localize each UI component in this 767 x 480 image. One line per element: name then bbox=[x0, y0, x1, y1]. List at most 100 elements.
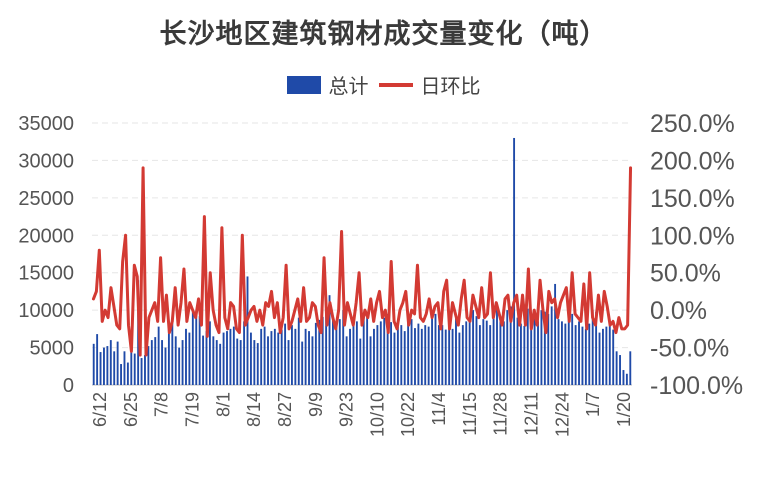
bar-total bbox=[410, 319, 413, 385]
line-dod bbox=[91, 166, 633, 357]
bar-total bbox=[543, 311, 546, 385]
bar-total bbox=[178, 347, 181, 385]
bar-total bbox=[359, 338, 362, 385]
bar-total bbox=[523, 325, 526, 385]
bar-total bbox=[239, 340, 242, 385]
bar-total bbox=[126, 362, 129, 385]
bar-total bbox=[325, 302, 328, 385]
bar-total bbox=[92, 343, 95, 385]
left-tick-label: 35000 bbox=[18, 113, 74, 135]
x-tick-label: 1/7 bbox=[583, 392, 603, 417]
right-tick-label: 200.0% bbox=[650, 147, 735, 175]
x-tick-label: 12/24 bbox=[552, 392, 572, 437]
bar-total bbox=[386, 313, 389, 385]
bar-total bbox=[622, 370, 625, 385]
bar-total bbox=[530, 313, 533, 385]
bar-total bbox=[489, 325, 492, 385]
bar-total bbox=[475, 316, 478, 385]
bar-total bbox=[202, 335, 205, 385]
bar-total bbox=[369, 336, 372, 385]
bar-total bbox=[342, 310, 345, 385]
bar-total bbox=[263, 326, 266, 385]
bar-total bbox=[373, 328, 375, 385]
bar-total bbox=[519, 323, 522, 385]
bar-total bbox=[595, 311, 598, 385]
right-tick-label: 100.0% bbox=[650, 222, 735, 250]
bar-total bbox=[314, 322, 317, 385]
bar-total bbox=[441, 325, 444, 385]
bar-total bbox=[167, 329, 170, 385]
bar-total bbox=[581, 326, 584, 385]
bar-total bbox=[414, 328, 416, 385]
bar-total bbox=[472, 310, 475, 385]
right-tick-label: 150.0% bbox=[650, 185, 735, 213]
bar-total bbox=[379, 321, 382, 385]
legend-swatch-dod bbox=[378, 82, 413, 87]
bar-total bbox=[198, 316, 201, 385]
bar-total bbox=[362, 317, 365, 385]
bar-total bbox=[106, 346, 109, 385]
bar-total bbox=[417, 323, 420, 385]
bar-total bbox=[219, 343, 222, 385]
bar-total bbox=[256, 343, 259, 385]
x-tick-label: 7/19 bbox=[182, 392, 202, 427]
bar-total bbox=[270, 331, 273, 385]
bar-total bbox=[448, 325, 451, 385]
bar-total bbox=[352, 325, 355, 385]
bar-total bbox=[318, 319, 321, 385]
bar-total bbox=[571, 313, 574, 385]
left-tick-label: 20000 bbox=[18, 225, 74, 247]
bar-total bbox=[345, 336, 348, 385]
bar-total bbox=[427, 326, 430, 385]
line-series-dod bbox=[91, 166, 633, 357]
bar-total bbox=[516, 317, 519, 385]
bar-total bbox=[591, 310, 594, 385]
bar-total bbox=[437, 325, 440, 385]
bar-total bbox=[526, 308, 529, 385]
bar-total bbox=[598, 332, 601, 385]
bar-total bbox=[284, 323, 287, 385]
left-tick-label: 25000 bbox=[18, 188, 74, 210]
bar-total bbox=[290, 325, 293, 385]
x-tick-label: 11/15 bbox=[460, 392, 480, 436]
bar-total bbox=[602, 328, 604, 385]
bar-total bbox=[376, 325, 379, 385]
legend-label-dod: 日环比 bbox=[420, 74, 481, 98]
bar-total bbox=[243, 321, 246, 385]
bar-total bbox=[232, 326, 235, 385]
bar-total bbox=[229, 328, 232, 385]
right-tick-label: -50.0% bbox=[650, 335, 729, 363]
bar-total bbox=[133, 353, 136, 385]
bar-total bbox=[208, 321, 211, 385]
bar-total bbox=[537, 321, 539, 385]
legend-item-dod: 日环比 bbox=[378, 70, 481, 99]
bar-total bbox=[154, 337, 157, 385]
x-tick-label: 8/27 bbox=[275, 392, 295, 427]
left-tick-label: 5000 bbox=[30, 338, 75, 360]
bar-total bbox=[181, 340, 184, 385]
bar-total bbox=[144, 355, 146, 385]
bar-total bbox=[308, 331, 310, 385]
bar-total bbox=[113, 351, 116, 385]
left-tick-label: 30000 bbox=[18, 150, 74, 172]
bar-total bbox=[612, 329, 615, 385]
bar-total bbox=[509, 306, 512, 385]
bar-total bbox=[260, 328, 263, 385]
bar-total bbox=[301, 341, 304, 385]
bar-total bbox=[273, 328, 276, 385]
bar-total bbox=[332, 317, 334, 385]
bar-total bbox=[174, 336, 177, 385]
bar-total bbox=[99, 352, 102, 385]
bar-total bbox=[109, 340, 112, 385]
bar-total bbox=[157, 326, 160, 385]
bar-total bbox=[150, 340, 153, 385]
bar-total bbox=[304, 328, 307, 385]
x-tick-label: 6/25 bbox=[121, 392, 141, 427]
legend-item-total: 总计 bbox=[286, 70, 369, 99]
x-tick-label: 8/1 bbox=[213, 392, 233, 417]
bar-total bbox=[212, 336, 215, 385]
bar-total bbox=[407, 322, 410, 385]
x-tick-label: 10/22 bbox=[398, 392, 418, 437]
bar-total bbox=[492, 306, 495, 385]
